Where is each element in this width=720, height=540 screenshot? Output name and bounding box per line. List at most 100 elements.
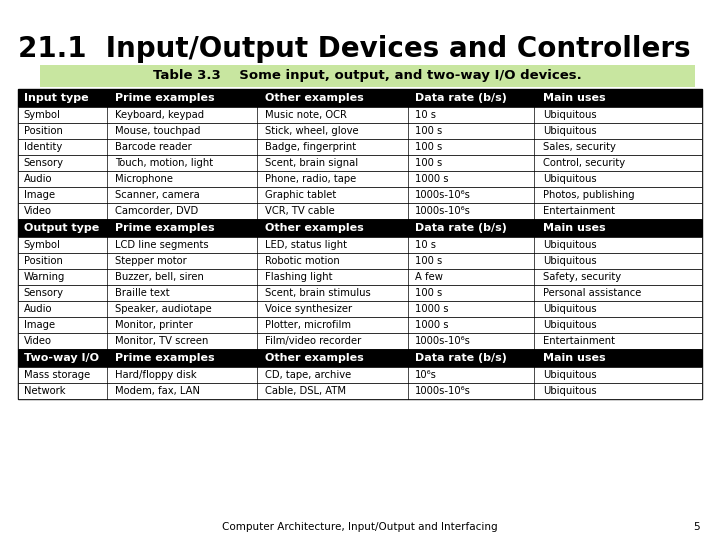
Text: Identity: Identity [24,142,62,152]
Text: 1000 s: 1000 s [415,304,449,314]
Text: Safety, security: Safety, security [543,272,621,282]
Text: Ubiquitous: Ubiquitous [543,256,597,266]
Text: Main uses: Main uses [543,223,606,233]
Text: Phone, radio, tape: Phone, radio, tape [266,174,356,184]
Bar [18,107,702,123]
Text: Ubiquitous: Ubiquitous [543,386,597,396]
Text: Other examples: Other examples [266,353,364,363]
Text: Video: Video [24,206,52,216]
Text: VCR, TV cable: VCR, TV cable [266,206,336,216]
Bar [18,301,702,317]
Text: Sensory: Sensory [24,288,63,298]
Text: Prime examples: Prime examples [115,93,215,103]
Text: 21.1  Input/Output Devices and Controllers: 21.1 Input/Output Devices and Controller… [18,35,690,63]
Text: Control, security: Control, security [543,158,625,168]
Text: Personal assistance: Personal assistance [543,288,642,298]
Text: 10 s: 10 s [415,110,436,120]
Text: Data rate (b/s): Data rate (b/s) [415,353,507,363]
Bar [18,123,702,139]
Text: Ubiquitous: Ubiquitous [543,126,597,136]
Bar [18,253,702,269]
Bar [18,89,702,399]
Text: Cable, DSL, ATM: Cable, DSL, ATM [266,386,346,396]
Text: Plotter, microfilm: Plotter, microfilm [266,320,351,330]
Text: Voice synthesizer: Voice synthesizer [266,304,353,314]
Bar [18,139,702,155]
Text: Music note, OCR: Music note, OCR [266,110,347,120]
Text: Ubiquitous: Ubiquitous [543,370,597,380]
Text: Prime examples: Prime examples [115,223,215,233]
Text: Film/video recorder: Film/video recorder [266,336,361,346]
Text: Image: Image [24,190,55,200]
Text: Output type: Output type [24,223,99,233]
Bar [18,203,702,219]
Text: Monitor, printer: Monitor, printer [115,320,193,330]
Bar [18,155,702,171]
Text: Buzzer, bell, siren: Buzzer, bell, siren [115,272,204,282]
Text: Data rate (b/s): Data rate (b/s) [415,223,507,233]
Text: Badge, fingerprint: Badge, fingerprint [266,142,356,152]
Text: Barcode reader: Barcode reader [115,142,192,152]
Text: Table 3.3    Some input, output, and two-way I/O devices.: Table 3.3 Some input, output, and two-wa… [153,70,582,83]
Text: 1000s-10⁶s: 1000s-10⁶s [415,336,471,346]
Text: Main uses: Main uses [543,353,606,363]
Text: 100 s: 100 s [415,256,442,266]
Text: Sensory: Sensory [24,158,63,168]
Text: CD, tape, archive: CD, tape, archive [266,370,351,380]
Text: Symbol: Symbol [24,240,60,250]
Text: Video: Video [24,336,52,346]
Text: Hard/floppy disk: Hard/floppy disk [115,370,197,380]
Text: 1000s-10⁶s: 1000s-10⁶s [415,206,471,216]
Text: Other examples: Other examples [266,93,364,103]
Text: Ubiquitous: Ubiquitous [543,240,597,250]
Text: 100 s: 100 s [415,142,442,152]
Text: Audio: Audio [24,174,52,184]
Bar [18,269,702,285]
Text: Stepper motor: Stepper motor [115,256,186,266]
Text: Position: Position [24,126,63,136]
Text: Speaker, audiotape: Speaker, audiotape [115,304,212,314]
Bar [40,65,695,87]
Text: Image: Image [24,320,55,330]
Text: Audio: Audio [24,304,52,314]
Text: Braille text: Braille text [115,288,170,298]
Bar [18,383,702,399]
Text: Robotic motion: Robotic motion [266,256,340,266]
Text: 1000 s: 1000 s [415,320,449,330]
Text: 1000s-10⁶s: 1000s-10⁶s [415,386,471,396]
Bar [18,219,702,237]
Bar [18,349,702,367]
Text: Input type: Input type [24,93,88,103]
Text: 100 s: 100 s [415,158,442,168]
Text: Monitor, TV screen: Monitor, TV screen [115,336,208,346]
Text: Ubiquitous: Ubiquitous [543,110,597,120]
Text: A few: A few [415,272,443,282]
Text: Position: Position [24,256,63,266]
Text: Sales, security: Sales, security [543,142,616,152]
Text: LCD line segments: LCD line segments [115,240,209,250]
Text: Ubiquitous: Ubiquitous [543,174,597,184]
Bar [18,367,702,383]
Text: 1000 s: 1000 s [415,174,449,184]
Text: Main uses: Main uses [543,93,606,103]
Text: Flashing light: Flashing light [266,272,333,282]
Text: Prime examples: Prime examples [115,353,215,363]
Text: Photos, publishing: Photos, publishing [543,190,635,200]
Text: Touch, motion, light: Touch, motion, light [115,158,213,168]
Text: Graphic tablet: Graphic tablet [266,190,337,200]
Text: Stick, wheel, glove: Stick, wheel, glove [266,126,359,136]
Text: Ubiquitous: Ubiquitous [543,320,597,330]
Text: Symbol: Symbol [24,110,60,120]
Bar [18,333,702,349]
Text: Two-way I/O: Two-way I/O [24,353,99,363]
Bar [18,285,702,301]
Text: 1000s-10⁶s: 1000s-10⁶s [415,190,471,200]
Text: 10 s: 10 s [415,240,436,250]
Text: Entertainment: Entertainment [543,336,615,346]
Bar [18,237,702,253]
Text: 100 s: 100 s [415,288,442,298]
Text: Mass storage: Mass storage [24,370,90,380]
Text: LED, status light: LED, status light [266,240,348,250]
Text: Network: Network [24,386,65,396]
Text: 5: 5 [693,522,700,532]
